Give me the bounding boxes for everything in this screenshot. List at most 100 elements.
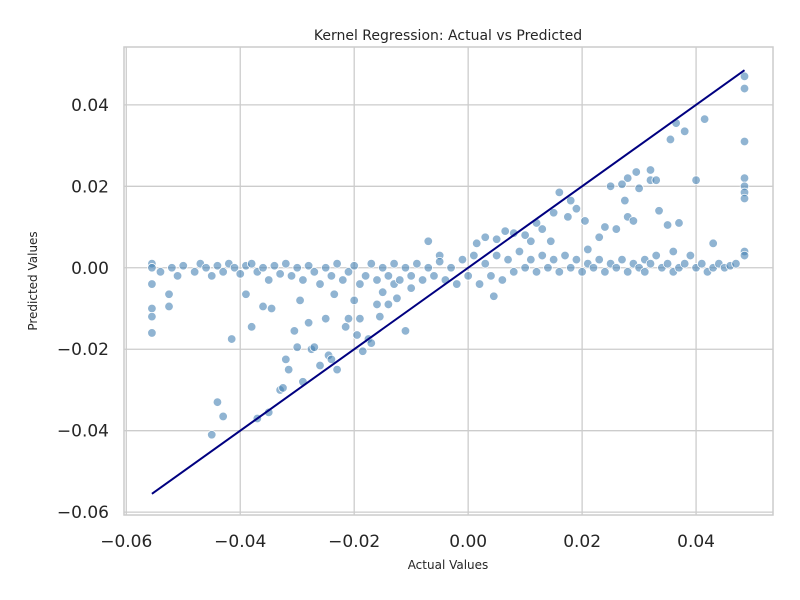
data-point — [645, 258, 656, 269]
data-point — [654, 206, 664, 216]
data-point — [480, 258, 490, 269]
data-point — [164, 301, 174, 312]
data-point — [281, 258, 291, 269]
data-point — [352, 330, 362, 340]
data-point — [685, 250, 696, 261]
data-point — [611, 263, 622, 273]
data-point — [406, 283, 416, 293]
data-point — [258, 263, 268, 273]
data-point — [531, 267, 542, 277]
y-tick-label: 0.04 — [71, 96, 109, 116]
y-axis-label: Predicted Values — [26, 231, 40, 330]
data-point — [548, 208, 559, 218]
data-point — [651, 175, 661, 185]
data-point — [377, 263, 388, 273]
data-point — [366, 258, 376, 269]
y-tick-label: −0.02 — [57, 340, 109, 360]
data-point — [583, 244, 593, 255]
y-tick-label: −0.06 — [57, 503, 109, 523]
data-point — [303, 261, 314, 271]
data-point — [472, 238, 482, 249]
x-tick-label: 0.00 — [449, 532, 487, 552]
data-point — [631, 167, 641, 177]
data-point — [172, 271, 183, 281]
data-point — [566, 263, 576, 273]
data-point — [178, 261, 188, 271]
data-point — [662, 220, 673, 230]
data-point — [275, 269, 285, 279]
data-point — [201, 263, 211, 273]
data-point — [628, 216, 639, 226]
x-tick-label: 0.02 — [563, 532, 601, 552]
data-point — [375, 311, 385, 322]
data-point — [679, 258, 690, 269]
data-point — [218, 411, 228, 422]
data-point — [423, 263, 433, 273]
data-point — [537, 250, 547, 261]
data-point — [491, 234, 502, 244]
data-point — [289, 326, 300, 336]
data-point — [147, 328, 157, 338]
data-point — [546, 236, 556, 246]
data-point — [623, 173, 633, 183]
data-point — [332, 258, 342, 269]
data-point — [295, 295, 305, 306]
data-point — [383, 299, 394, 310]
data-point — [321, 263, 331, 273]
data-point — [588, 263, 599, 273]
reference-line — [151, 69, 746, 495]
data-point — [611, 224, 622, 234]
data-point — [406, 271, 416, 281]
data-point — [623, 267, 633, 277]
data-point — [358, 346, 368, 356]
data-point — [489, 291, 499, 301]
data-point — [474, 279, 485, 289]
data-point — [400, 326, 411, 336]
data-point — [355, 279, 365, 289]
data-point — [537, 224, 547, 234]
data-point — [377, 287, 388, 297]
data-point — [229, 263, 240, 273]
data-point — [503, 254, 513, 265]
data-point — [520, 263, 530, 273]
data-point — [147, 311, 157, 322]
data-point — [212, 261, 223, 271]
data-point — [526, 254, 536, 265]
data-point — [155, 267, 166, 277]
data-point — [560, 250, 570, 261]
data-point — [665, 134, 676, 145]
data-point — [355, 313, 365, 324]
data-point — [469, 250, 479, 261]
data-point — [691, 175, 701, 185]
data-point — [321, 313, 331, 324]
data-points — [147, 71, 750, 440]
data-point — [491, 250, 502, 261]
data-point — [340, 322, 351, 332]
data-point — [164, 289, 174, 299]
data-point — [548, 254, 559, 265]
data-point — [739, 83, 750, 94]
data-point — [303, 318, 314, 328]
data-point — [554, 187, 565, 198]
y-tick-label: −0.04 — [57, 422, 109, 442]
data-point — [452, 279, 462, 289]
y-tick-label: 0.00 — [71, 259, 109, 279]
data-point — [226, 334, 237, 344]
data-point — [372, 275, 382, 285]
data-point — [246, 322, 257, 332]
data-point — [292, 263, 302, 273]
data-point — [417, 275, 428, 285]
chart-title: Kernel Regression: Actual vs Predicted — [314, 28, 582, 44]
data-point — [241, 289, 251, 299]
data-point — [389, 258, 399, 269]
data-point — [731, 258, 741, 269]
data-point — [349, 295, 359, 306]
data-point — [207, 430, 217, 440]
data-point — [697, 258, 707, 269]
data-point — [651, 250, 661, 261]
data-point — [699, 114, 710, 124]
data-point — [338, 275, 348, 285]
data-point — [235, 269, 245, 279]
data-point — [269, 261, 280, 271]
